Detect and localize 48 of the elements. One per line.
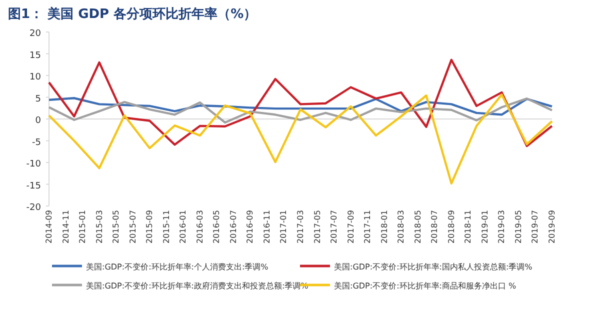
- x-tick-label: 2016-11: [262, 210, 272, 244]
- legend-label: 美国:GDP:不变价:环比折年率:国内私人投资总额:季调%: [334, 262, 533, 272]
- x-tick-label: 2016-01: [178, 210, 188, 244]
- x-tick-label: 2019-03: [497, 210, 506, 244]
- x-tick-label: 2019-01: [480, 210, 490, 244]
- y-tick-label: -10: [26, 160, 42, 170]
- x-tick-label: 2014-09: [44, 210, 54, 244]
- line-series: [48, 58, 554, 148]
- x-tick-label: 2015-11: [162, 210, 171, 244]
- x-tick-label: 2015-05: [112, 210, 121, 244]
- chart-title: 图1： 美国 GDP 各分项环比折年率（%）: [8, 6, 257, 22]
- y-tick-label: 10: [30, 72, 42, 82]
- line-series: [48, 97, 554, 116]
- x-tick-label: 2016-09: [246, 210, 255, 244]
- y-tick-label: -5: [32, 138, 41, 148]
- x-tick-label: 2015-07: [128, 210, 138, 244]
- y-tick-label: -20: [26, 203, 42, 213]
- line-series: [48, 97, 554, 124]
- x-tick-label: 2017-03: [296, 210, 305, 244]
- x-tick-label: 2015-09: [145, 210, 154, 244]
- x-tick-label: 2017-07: [330, 210, 339, 244]
- y-tick-label: 5: [35, 94, 41, 104]
- x-tick-label: 2017-11: [363, 210, 372, 244]
- x-tick-label: 2017-01: [279, 210, 288, 244]
- x-tick-label: 2015-01: [78, 210, 88, 244]
- x-tick-label: 2019-05: [514, 210, 523, 244]
- y-tick-label: 20: [30, 29, 42, 39]
- x-tick-label: 2016-05: [212, 210, 222, 244]
- x-tick-label: 2016-03: [195, 210, 204, 244]
- x-tick-label: 2017-05: [312, 210, 322, 244]
- x-tick-label: 2016-07: [228, 210, 238, 244]
- x-tick-label: 2018-01: [380, 210, 389, 244]
- y-tick-label: 15: [30, 50, 41, 61]
- x-tick-label: 2017-09: [346, 210, 356, 244]
- x-tick-label: 2019-07: [530, 210, 540, 244]
- x-tick-label: 2018-11: [464, 210, 473, 244]
- x-tick-label: 2018-07: [430, 210, 440, 244]
- line-series: [48, 94, 554, 184]
- y-tick-label: 0: [35, 116, 42, 126]
- legend-label: 美国:GDP:不变价:环比折年率:个人消费支出:季调%: [86, 262, 269, 272]
- x-tick-label: 2014-11: [61, 210, 70, 244]
- legend-label: 美国:GDP:不变价:环比折年率:商品和服务净出口 %: [334, 282, 517, 290]
- x-tick-label: 2018-09: [446, 210, 456, 244]
- x-tick-label: 2019-09: [548, 210, 556, 244]
- x-tick-label: 2015-03: [94, 210, 104, 244]
- x-tick-label: 2018-05: [413, 210, 422, 244]
- x-tick-label: 2018-03: [396, 210, 406, 244]
- y-tick-label: -15: [26, 181, 41, 192]
